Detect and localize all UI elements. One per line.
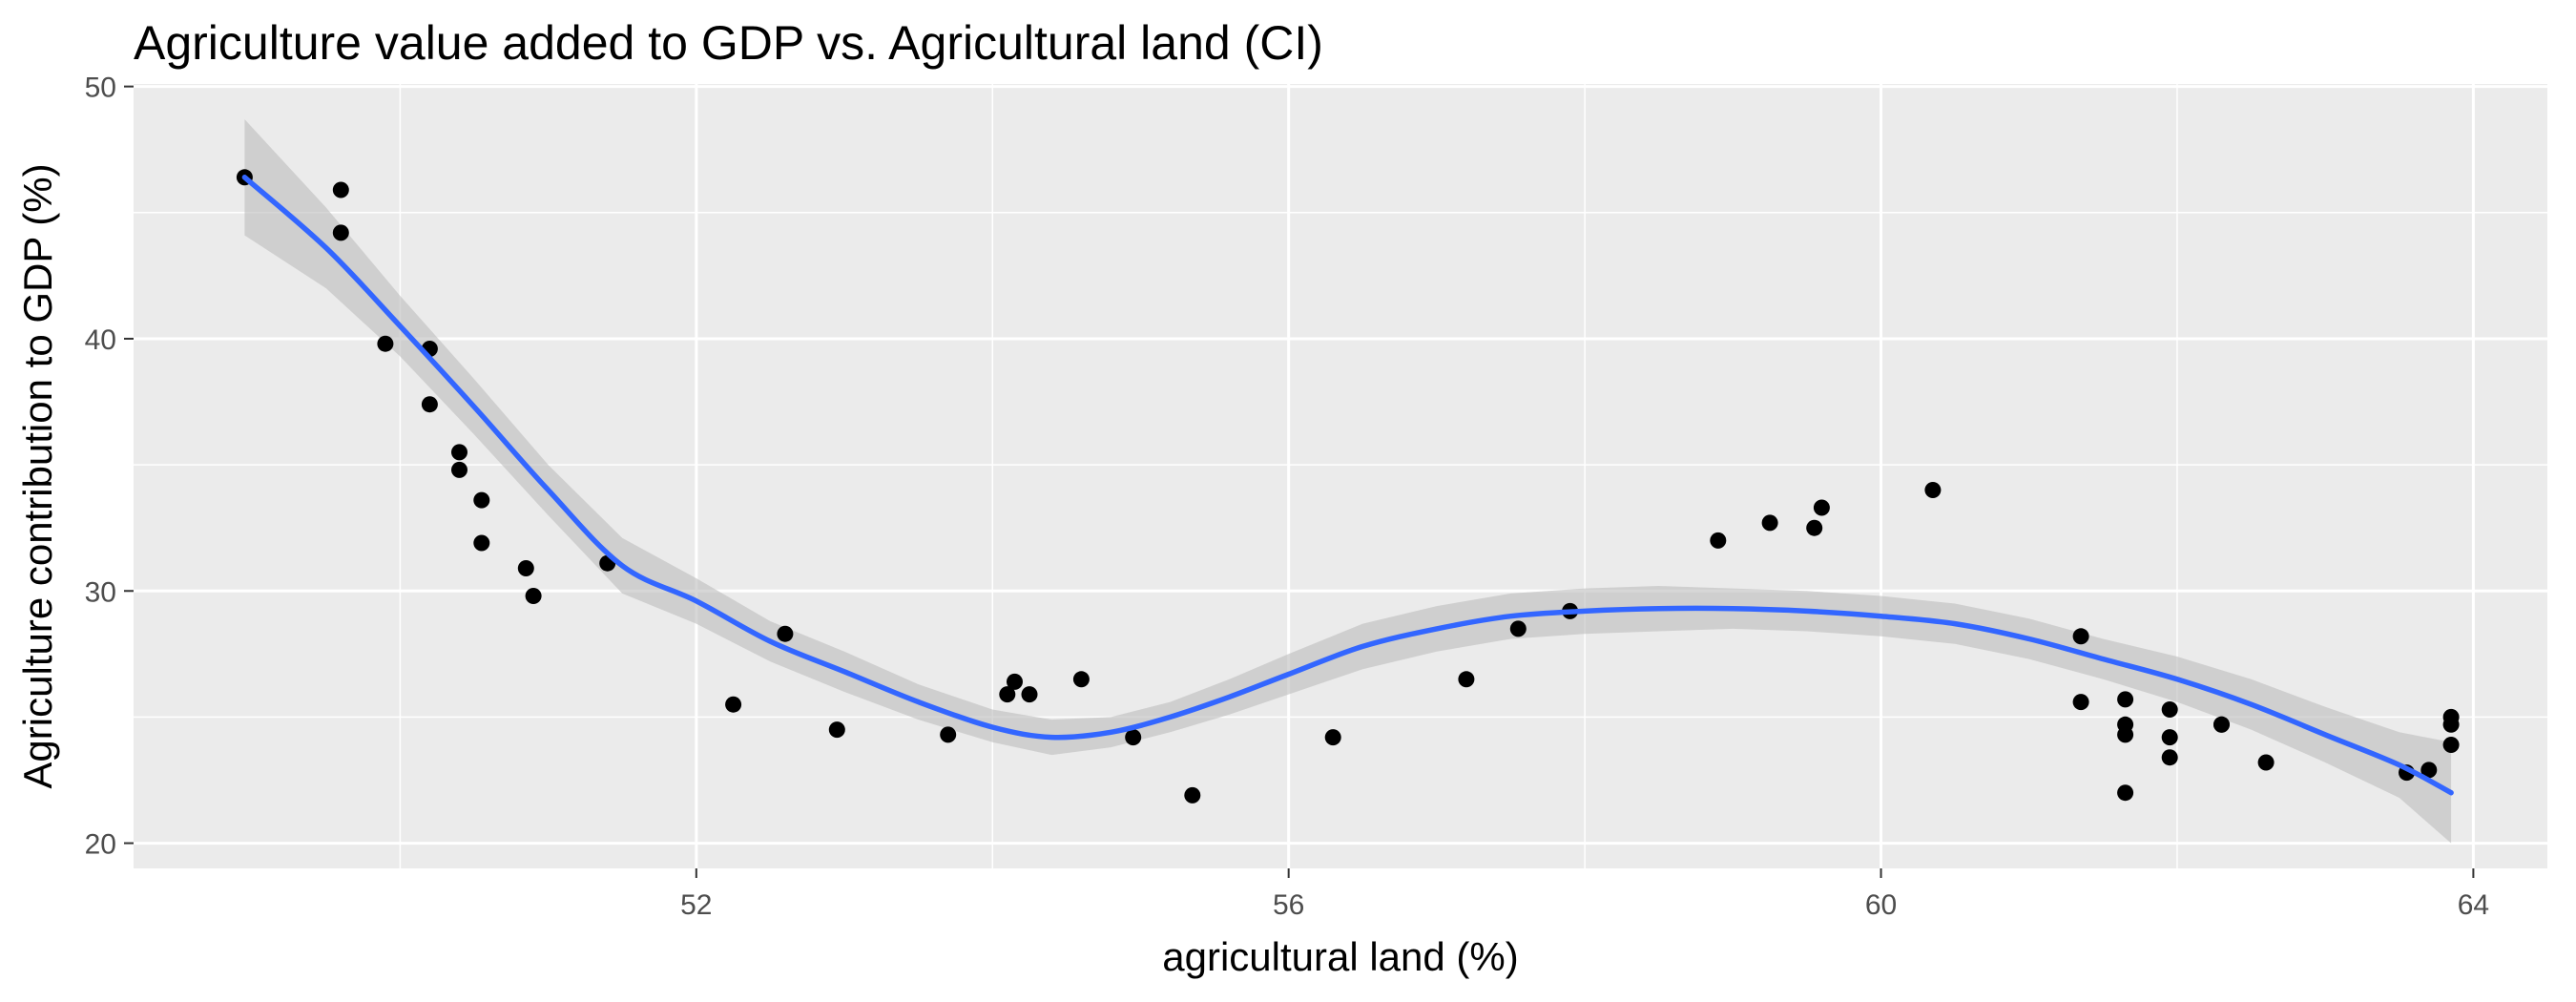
data-point [377, 335, 394, 352]
data-point [1509, 620, 1527, 637]
x-tick-label: 64 [2458, 889, 2489, 921]
x-tick-label: 56 [1273, 889, 1304, 921]
confidence-ribbon [244, 119, 2452, 844]
data-point [517, 560, 534, 576]
data-point [1324, 729, 1341, 746]
scatter-points [236, 169, 2460, 804]
data-point [1813, 499, 1830, 516]
data-point [2161, 729, 2178, 746]
data-point [940, 726, 957, 743]
x-tick-label: 52 [680, 889, 712, 921]
data-point [2117, 726, 2134, 743]
data-point [2072, 694, 2089, 711]
data-point [1761, 514, 1778, 532]
data-point [2442, 716, 2460, 733]
data-point [2117, 691, 2134, 708]
data-point [725, 696, 742, 713]
data-point [451, 444, 467, 461]
fit-line [241, 175, 2454, 796]
data-point [2213, 716, 2230, 733]
data-point [1710, 532, 1727, 549]
data-point [1806, 519, 1823, 536]
chart-title: Agriculture value added to GDP vs. Agric… [134, 16, 1323, 70]
data-point [828, 721, 845, 739]
data-point [2117, 784, 2134, 802]
data-point [1458, 671, 1475, 688]
data-point [2161, 701, 2178, 718]
data-point [473, 534, 490, 552]
data-point [2442, 737, 2460, 753]
data-point [2420, 762, 2438, 779]
y-axis: 20 30 40 50 [85, 73, 134, 861]
data-point [1184, 786, 1201, 804]
data-point [1125, 729, 1142, 746]
data-point [451, 461, 467, 478]
y-tick-label: 30 [85, 576, 116, 608]
grid-major [134, 84, 2547, 868]
y-tick-label: 40 [85, 324, 116, 356]
data-point [2161, 749, 2178, 766]
data-point [777, 625, 794, 642]
data-point [1072, 671, 1090, 688]
data-point [999, 686, 1016, 703]
y-tick-label: 50 [85, 73, 116, 104]
data-point [2072, 628, 2089, 645]
data-point [2257, 754, 2275, 771]
data-point [332, 224, 349, 241]
y-axis-title: Agriculture contribution to GDP (%) [15, 163, 60, 788]
data-point [332, 181, 349, 198]
data-point [473, 491, 490, 509]
x-tick-label: 60 [1865, 889, 1897, 921]
y-tick-label: 20 [85, 829, 116, 861]
data-point [1924, 482, 1942, 498]
data-point [1007, 673, 1023, 690]
data-point [525, 588, 542, 604]
plot-panel [134, 84, 2547, 868]
data-point [1021, 686, 1038, 703]
data-point [421, 396, 438, 413]
x-axis: 52 56 60 64 [680, 868, 2489, 921]
x-axis-title: agricultural land (%) [1162, 934, 1519, 979]
